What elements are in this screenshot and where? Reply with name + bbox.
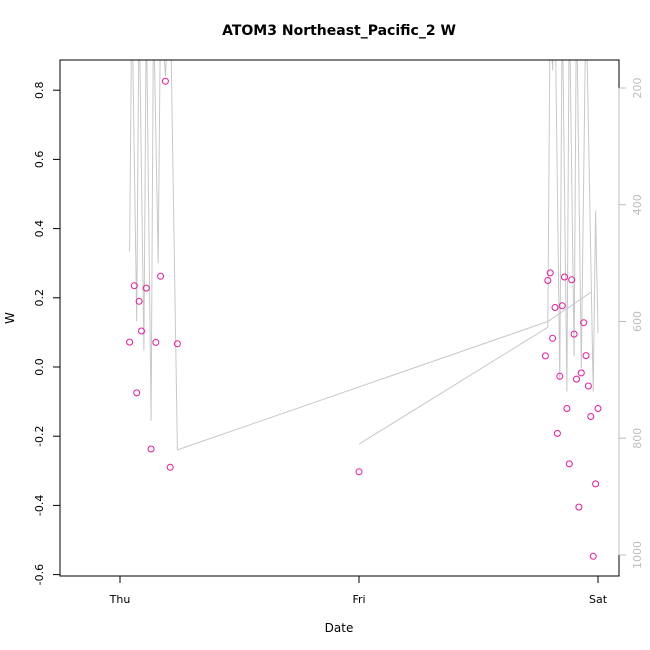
w-series-points (126, 77, 602, 560)
data-point-19 (556, 372, 564, 380)
data-point-13 (541, 352, 549, 360)
x-tick-label-0: Thu (109, 593, 131, 606)
data-point-18 (553, 429, 561, 437)
x-axis: Thu Fri Sat (109, 575, 608, 606)
data-point-20 (558, 302, 566, 310)
data-point-23 (565, 460, 573, 468)
data-point-10 (166, 463, 174, 471)
data-point-30 (582, 352, 590, 360)
y-tick-label-3: 0.0 (33, 358, 46, 376)
y2-tick-label-2: 600 (631, 311, 644, 332)
data-point-8 (157, 272, 165, 280)
y-tick-label-4: 0.2 (33, 289, 46, 307)
data-point-11 (173, 340, 181, 348)
y-tick-label-5: 0.4 (33, 220, 46, 238)
data-point-12 (355, 468, 363, 476)
x-tick-label-2: Sat (589, 593, 608, 606)
data-point-0 (126, 338, 134, 346)
y2-tick-label-1: 400 (631, 194, 644, 215)
y-tick-label-7: 0.8 (33, 81, 46, 99)
x-tick-label-1: Fri (352, 593, 365, 606)
data-point-33 (589, 552, 597, 560)
data-point-9 (161, 77, 169, 85)
depth-series-lines (129, 60, 599, 451)
x-axis-label: Date (325, 621, 354, 635)
y-tick-label-2: -0.2 (33, 425, 46, 446)
data-point-21 (561, 273, 568, 281)
chart-title: ATOM3 Northeast_Pacific_2 W (222, 23, 456, 39)
y2-tick-label-3: 800 (631, 428, 644, 449)
data-point-26 (573, 375, 580, 383)
data-point-17 (551, 304, 559, 311)
data-point-3 (135, 297, 143, 305)
data-point-4 (138, 327, 145, 335)
data-point-28 (577, 369, 585, 377)
y2-tick-label-4: 1000 (631, 541, 644, 569)
y-tick-label-1: -0.4 (33, 495, 46, 516)
data-point-34 (592, 480, 600, 488)
secondary-y-axis: 200 400 600 800 1000 (618, 78, 644, 569)
depth-line-0 (129, 60, 592, 451)
data-point-7 (152, 338, 160, 346)
data-point-24 (568, 276, 576, 284)
data-point-14 (544, 277, 552, 284)
depth-line-1 (358, 60, 599, 445)
data-point-1 (130, 282, 138, 290)
y-tick-label-0: -0.6 (33, 564, 46, 585)
y2-tick-label-0: 200 (631, 78, 644, 99)
y-axis-label: W (3, 312, 17, 324)
data-point-29 (580, 319, 588, 327)
data-point-32 (587, 413, 595, 420)
data-point-16 (549, 334, 557, 342)
y-axis: -0.6 -0.4 -0.2 0.0 0.2 0.4 0.6 0.8 (33, 81, 61, 585)
data-point-2 (133, 389, 141, 397)
data-point-27 (575, 503, 583, 511)
data-point-22 (563, 405, 571, 412)
y-tick-label-6: 0.6 (33, 151, 46, 169)
data-point-31 (584, 382, 592, 390)
data-point-25 (570, 330, 578, 338)
data-point-35 (594, 405, 602, 412)
data-point-15 (546, 269, 554, 277)
data-point-5 (142, 284, 150, 292)
data-point-6 (147, 445, 155, 453)
